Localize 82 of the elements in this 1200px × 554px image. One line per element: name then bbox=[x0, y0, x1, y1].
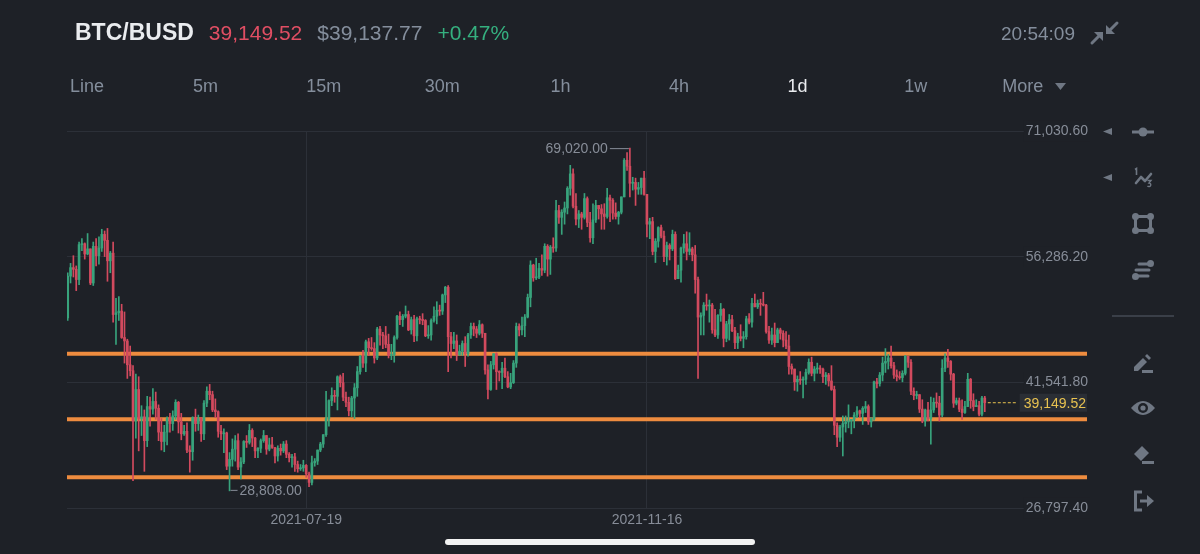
candlestick bbox=[549, 245, 552, 275]
candlestick bbox=[688, 232, 691, 256]
candlestick bbox=[191, 416, 194, 461]
candlestick bbox=[722, 308, 725, 348]
chart-title: BTC/BUSD bbox=[75, 19, 194, 45]
candlestick bbox=[776, 327, 779, 343]
text: 15m bbox=[306, 76, 342, 96]
candlestick bbox=[583, 193, 586, 220]
text: 39,149.52 bbox=[208, 21, 303, 44]
candlestick bbox=[637, 182, 640, 195]
candlestick bbox=[634, 177, 637, 206]
candlestick bbox=[648, 217, 652, 239]
candlestick bbox=[89, 248, 92, 286]
text: $39,137.77 bbox=[317, 21, 423, 44]
candlestick bbox=[461, 340, 464, 356]
text: 20:54:09 bbox=[1001, 23, 1075, 44]
candlestick bbox=[336, 375, 339, 411]
y-tick-label: 41,541.80 bbox=[1025, 373, 1089, 390]
text: More bbox=[1002, 76, 1044, 96]
candlestick bbox=[495, 352, 498, 390]
candlestick bbox=[969, 378, 972, 409]
candlestick bbox=[140, 405, 143, 436]
candlestick bbox=[898, 371, 901, 380]
candlestick bbox=[668, 243, 671, 261]
candlestick bbox=[299, 464, 302, 471]
candlestick bbox=[367, 338, 370, 356]
candlestick bbox=[245, 435, 248, 448]
candlestick bbox=[810, 356, 813, 377]
text: Line bbox=[69, 76, 105, 96]
candlestick bbox=[143, 409, 146, 472]
candlestick bbox=[756, 299, 759, 309]
x-tick-label: 2021-11-16 bbox=[611, 511, 683, 528]
text: 30m bbox=[424, 76, 460, 96]
candlestick bbox=[600, 204, 603, 230]
candlestick bbox=[248, 424, 251, 445]
text: 5m bbox=[192, 76, 218, 96]
candlestick bbox=[285, 440, 288, 459]
y-tick-label: 56,286.20 bbox=[1025, 247, 1089, 264]
candlestick bbox=[475, 326, 478, 338]
candlestick bbox=[580, 211, 583, 230]
text: 1w bbox=[904, 76, 928, 96]
candlestick bbox=[114, 297, 118, 345]
candlestick bbox=[458, 344, 461, 356]
candlestick bbox=[671, 229, 674, 251]
y-tick-label: 71,030.60 bbox=[1025, 121, 1089, 138]
candlestick bbox=[455, 334, 459, 361]
candlestick bbox=[106, 228, 109, 282]
candlestick bbox=[532, 263, 535, 282]
text: 1h bbox=[550, 76, 571, 96]
candlestick bbox=[915, 390, 918, 400]
text: 1d bbox=[787, 76, 808, 96]
candlestick bbox=[955, 397, 958, 406]
ref-line-label: 39,149.52 bbox=[1023, 394, 1087, 411]
candlestick bbox=[546, 244, 549, 277]
x-tick-label: 2021-07-19 bbox=[270, 511, 343, 528]
candlestick bbox=[793, 368, 796, 391]
candlestick bbox=[333, 390, 336, 403]
candlestick bbox=[938, 396, 941, 422]
candlestick bbox=[813, 366, 816, 382]
candlestick bbox=[282, 441, 285, 453]
candlestick bbox=[478, 320, 481, 336]
candlestick bbox=[796, 375, 799, 392]
annotation: 69,020.00 bbox=[545, 140, 609, 156]
candlestick bbox=[540, 254, 544, 276]
candlestick bbox=[603, 203, 606, 230]
candlestick bbox=[194, 408, 197, 432]
candlestick bbox=[824, 372, 828, 385]
candlestick bbox=[137, 376, 141, 452]
candlestick bbox=[302, 459, 305, 472]
candlestick bbox=[614, 202, 618, 220]
annotation: 28,808.00 bbox=[239, 481, 303, 498]
candlestick bbox=[651, 217, 654, 256]
candlestick bbox=[265, 435, 268, 455]
candlestick bbox=[739, 324, 742, 342]
text: +0.47% bbox=[437, 21, 510, 44]
candlestick bbox=[222, 428, 226, 453]
candlestick bbox=[867, 404, 870, 425]
y-tick-label: 26,797.40 bbox=[1025, 498, 1089, 515]
candlestick bbox=[86, 233, 89, 256]
text: 4h bbox=[668, 76, 690, 96]
candlestick bbox=[279, 443, 282, 456]
candlestick bbox=[407, 310, 410, 332]
